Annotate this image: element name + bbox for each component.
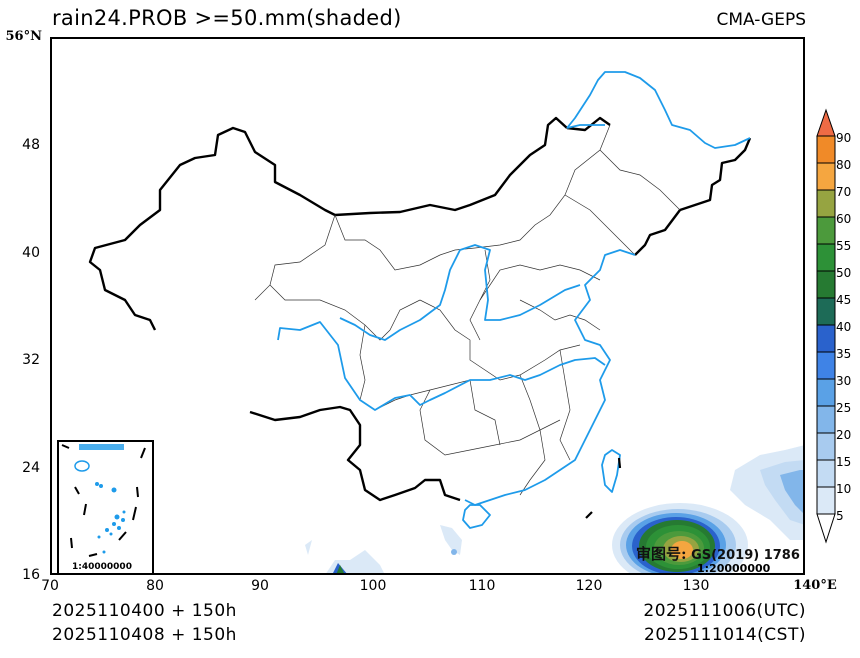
colorbar-label-5: 5 — [836, 509, 844, 523]
colorbar-label-15: 15 — [836, 455, 852, 469]
init-time-cst: 2025110408 + 150h — [52, 625, 237, 645]
colorbar-label-70: 70 — [836, 185, 852, 199]
plot-frame — [50, 37, 805, 575]
chart-title: rain24.PROB >=50.mm(shaded) — [52, 6, 402, 30]
y-tick-56: 56°N — [5, 29, 42, 44]
model-source-label: CMA-GEPS — [716, 10, 806, 30]
inset-scale-label: 1:40000000 — [72, 562, 132, 572]
colorbar-label-30: 30 — [836, 374, 852, 388]
x-tick-130: 130 — [682, 578, 710, 594]
south-china-sea-inset — [57, 440, 154, 575]
x-tick-70: 70 — [41, 578, 59, 594]
colorbar — [816, 108, 836, 544]
x-tick-140: 140°E — [793, 578, 837, 593]
colorbar-label-10: 10 — [836, 482, 852, 496]
y-tick-48: 48 — [22, 137, 40, 153]
valid-time-cst: 2025111014(CST) — [644, 625, 806, 645]
colorbar-label-60: 60 — [836, 212, 852, 226]
map-approval-number: 审图号: GS(2019) 1786 — [636, 543, 800, 564]
x-tick-80: 80 — [146, 578, 164, 594]
colorbar-label-40: 40 — [836, 320, 852, 334]
y-tick-16: 16 — [22, 567, 40, 583]
main-scale-label: 1:20000000 — [697, 562, 771, 575]
colorbar-label-25: 25 — [836, 401, 852, 415]
init-time-utc: 2025110400 + 150h — [52, 601, 237, 621]
colorbar-label-50: 50 — [836, 266, 852, 280]
x-tick-100: 100 — [359, 578, 387, 594]
x-tick-120: 120 — [575, 578, 603, 594]
y-tick-40: 40 — [22, 245, 40, 261]
provincial-boundaries — [254, 124, 681, 496]
inset-map — [61, 444, 146, 557]
national-boundary — [88, 116, 752, 502]
maritime-boundary-dashes — [585, 457, 622, 519]
y-tick-32: 32 — [22, 352, 40, 368]
y-tick-24: 24 — [22, 460, 40, 476]
rivers-and-coastline — [277, 71, 751, 529]
approval-prefix: 审图号: — [636, 545, 687, 563]
colorbar-label-55: 55 — [836, 239, 852, 253]
probability-shading — [305, 445, 805, 575]
x-tick-90: 90 — [251, 578, 269, 594]
colorbar-label-90: 90 — [836, 131, 852, 145]
colorbar-label-35: 35 — [836, 347, 852, 361]
colorbar-label-20: 20 — [836, 428, 852, 442]
approval-code: GS(2019) 1786 — [691, 548, 800, 563]
colorbar-label-80: 80 — [836, 158, 852, 172]
x-tick-110: 110 — [468, 578, 496, 594]
colorbar-label-45: 45 — [836, 293, 852, 307]
valid-time-utc: 2025111006(UTC) — [643, 601, 806, 621]
